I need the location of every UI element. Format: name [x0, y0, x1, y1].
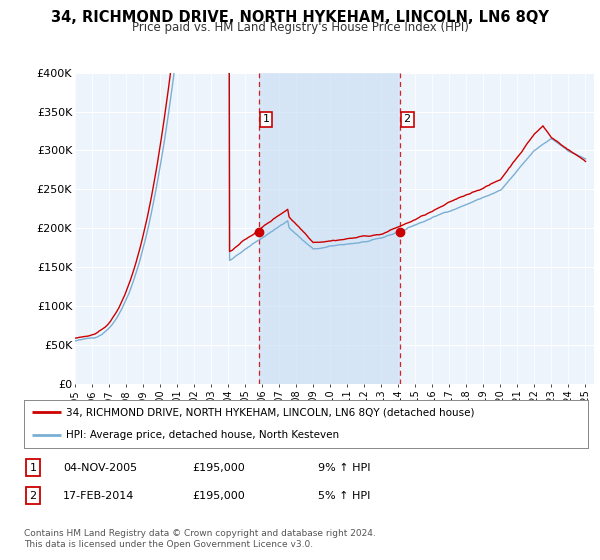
- Text: 9% ↑ HPI: 9% ↑ HPI: [318, 463, 371, 473]
- Text: £195,000: £195,000: [192, 463, 245, 473]
- Text: Price paid vs. HM Land Registry's House Price Index (HPI): Price paid vs. HM Land Registry's House …: [131, 21, 469, 34]
- Text: 5% ↑ HPI: 5% ↑ HPI: [318, 491, 370, 501]
- Bar: [259, 73, 400, 384]
- Text: 1: 1: [29, 463, 37, 473]
- Text: 34, RICHMOND DRIVE, NORTH HYKEHAM, LINCOLN, LN6 8QY (detached house): 34, RICHMOND DRIVE, NORTH HYKEHAM, LINCO…: [66, 407, 475, 417]
- Text: HPI: Average price, detached house, North Kesteven: HPI: Average price, detached house, Nort…: [66, 430, 340, 440]
- Text: Contains HM Land Registry data © Crown copyright and database right 2024.
This d: Contains HM Land Registry data © Crown c…: [24, 529, 376, 549]
- Text: 17-FEB-2014: 17-FEB-2014: [63, 491, 134, 501]
- Text: 2: 2: [404, 114, 411, 124]
- Text: 2: 2: [29, 491, 37, 501]
- Text: 34, RICHMOND DRIVE, NORTH HYKEHAM, LINCOLN, LN6 8QY: 34, RICHMOND DRIVE, NORTH HYKEHAM, LINCO…: [51, 10, 549, 25]
- Text: 1: 1: [263, 114, 269, 124]
- Text: 04-NOV-2005: 04-NOV-2005: [63, 463, 137, 473]
- Text: £195,000: £195,000: [192, 491, 245, 501]
